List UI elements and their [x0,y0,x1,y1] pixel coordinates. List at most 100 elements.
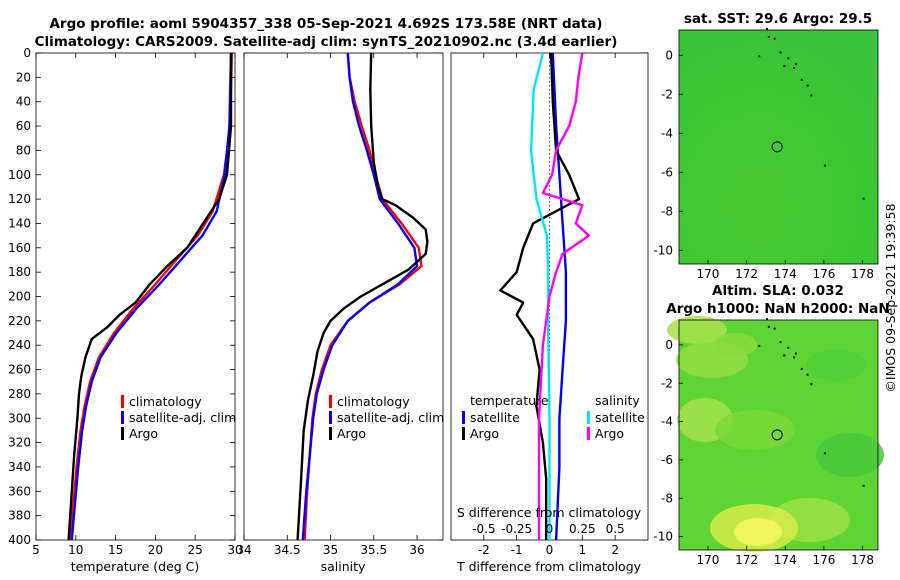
temperature-axes-frame [35,52,236,541]
argo-position-marker [771,141,783,153]
island-marker [800,78,803,81]
sla-patch [667,316,727,344]
series-line-argo [296,52,429,541]
sla-patch [713,333,757,357]
legend-swatch-s-satellite [587,411,590,424]
map-x-tick-label: 178 [851,267,874,281]
legend-label-argo: Argo [129,426,158,441]
map-y-tick-label: -8 [661,491,673,505]
legend-label-satellite: satellite-adj. clim [129,410,236,425]
sla-map-islands [758,318,865,487]
sla-patch [734,518,782,546]
map-y-tick-label: -10 [653,530,673,544]
legend-swatch-s-argo [587,427,590,440]
x-tick-label: 35 [323,543,338,557]
y-tick-label: 200 [8,290,31,304]
salinity-axes-frame [243,52,444,541]
island-marker [823,164,826,167]
difference-legend: temperature satellite Argo salinity sate… [462,393,645,441]
island-marker [862,484,865,487]
y-tick-label: 240 [8,338,31,352]
s-difference-label: S difference from climatology [457,505,642,520]
map-y-tick-label: 0 [665,48,673,62]
difference-panel: -2 -1 0 1 2 T difference from climatology S … [450,52,649,574]
y-tick-label: 300 [8,411,31,425]
island-marker [783,354,786,357]
island-marker [758,344,761,347]
s-difference-ticks: -0.5 -0.25 0 0.25 0.5 [472,522,625,536]
y-tick-label: 360 [8,484,31,498]
legend-label-t-satellite: satellite [470,410,520,425]
map-x-tick-label: 172 [735,553,758,567]
legend-title-salinity: salinity [595,393,640,408]
y-tick-label: 40 [16,95,31,109]
salinity-legend: climatology satellite-adj. clim Argo [329,394,444,441]
island-marker [783,65,786,68]
y-tick-label: 60 [16,119,31,133]
y-tick-label: 140 [8,216,31,230]
sst-map-islands [758,28,865,200]
island-marker [810,383,813,386]
x-tick-label: -2 [478,543,490,557]
legend-swatch-climatology [329,395,332,408]
figure-title-line1: Argo profile: aoml 5904357_338 05-Sep-20… [49,16,602,32]
x-tick-label: 36 [409,543,424,557]
figure-title-line2: Climatology: CARS2009. Satellite-adj cli… [35,34,618,50]
series-line-temperature-satellite [551,52,568,541]
y-tick-label: 180 [8,265,31,279]
x-tick-label: 34 [236,543,251,557]
map-x-tick-label: 176 [812,267,835,281]
island-marker [800,367,803,370]
legend-label-climatology: climatology [129,394,202,409]
y-tick-label: 340 [8,460,31,474]
map-y-tick-label: -6 [661,165,673,179]
x-tick-label: 10 [68,543,83,557]
y-tick-label: 80 [16,143,31,157]
y-tick-label: 280 [8,387,31,401]
x-tick-label: 15 [108,543,123,557]
salinity-x-axis: 34 34.5 35 35.5 36 [236,53,425,557]
series-line-salinity-satellite [529,52,551,540]
legend-label-t-argo: Argo [470,426,499,441]
island-marker [767,325,770,328]
island-marker [765,318,768,321]
salinity-xlabel: salinity [321,559,366,574]
y-tick-label: 120 [8,192,31,206]
temperature-series [67,52,233,541]
x-tick-label: 20 [148,543,163,557]
difference-series [499,52,591,541]
x-tick-label: 5 [32,543,40,557]
salinity-series [296,52,429,541]
map-y-tick-label: -6 [661,453,673,467]
island-marker [794,63,797,66]
s-tick-label: -0.5 [472,522,495,536]
island-marker [773,327,776,330]
island-marker [758,55,761,58]
island-marker [787,346,790,349]
s-tick-label: 0.5 [606,522,625,536]
map-x-tick-label: 174 [774,267,797,281]
legend-label-satellite: satellite-adj. clim [337,410,444,425]
temperature-legend: climatology satellite-adj. clim Argo [121,394,236,441]
legend-label-argo: Argo [337,426,366,441]
temperature-panel: 0204060801001201401601802002202402602803… [8,46,648,574]
x-tick-label: 1 [579,543,587,557]
map-y-tick-label: 0 [665,338,673,352]
y-tick-label: 380 [8,509,31,523]
t-difference-xlabel: T difference from climatology [456,559,642,574]
y-tick-label: 400 [8,533,31,547]
s-tick-label: -0.25 [501,522,532,536]
island-marker [779,51,782,54]
map-y-tick-label: -4 [661,415,673,429]
sst-map-title: sat. SST: 29.6 Argo: 29.5 [684,11,872,27]
legend-swatch-climatology [121,395,124,408]
island-marker [810,94,813,97]
legend-swatch-argo [121,427,124,440]
sla-heatmap-patches [667,316,884,552]
y-tick-label: 20 [16,70,31,84]
s-tick-label: 0 [546,522,554,536]
island-marker [779,341,782,344]
y-tick-label: 160 [8,241,31,255]
map-y-tick-label: -2 [661,87,673,101]
map-y-tick-label: -2 [661,376,673,390]
